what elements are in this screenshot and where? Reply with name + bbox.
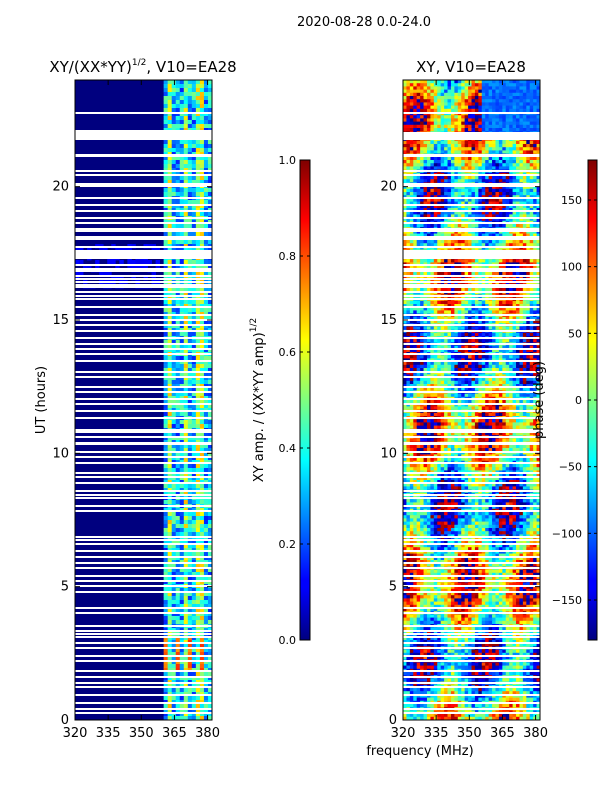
phase-x-tick-label: 320 bbox=[391, 726, 416, 741]
amplitude-x-tick-label: 350 bbox=[129, 726, 154, 741]
phase-colorbar-tick-label: 100 bbox=[561, 261, 582, 274]
amplitude-y-tick-label: 15 bbox=[52, 313, 69, 328]
phase-y-tick-label: 5 bbox=[389, 580, 397, 595]
amplitude-y-tick-label: 0 bbox=[61, 713, 69, 728]
amplitude-colorbar-tick-label: 0.0 bbox=[279, 634, 297, 647]
figure-suptitle: 2020-08-28 0.0-24.0 bbox=[297, 15, 431, 30]
amplitude-colorbar-ticks: 0.0 0.2 0.4 0.6 0.8 1.0 bbox=[279, 154, 310, 647]
phase-x-tick-label: 380 bbox=[523, 726, 548, 741]
phase-plot-frame bbox=[402, 79, 541, 721]
amplitude-y-tick-label: 5 bbox=[61, 580, 69, 595]
phase-colorbar-tick-label: 150 bbox=[561, 194, 582, 207]
amplitude-x-tick-label: 365 bbox=[162, 726, 187, 741]
amplitude-x-tick-label: 380 bbox=[195, 726, 220, 741]
phase-y-tick-label: 0 bbox=[389, 713, 397, 728]
phase-panel: XY, V10=EA28 320 335 350 365 380 0 5 10 15 20 fr… bbox=[366, 58, 548, 759]
amplitude-colorbar-tick-label: 0.6 bbox=[279, 346, 297, 359]
amplitude-plot-frame bbox=[74, 79, 213, 721]
phase-colorbar: −150 −100 −50 0 50 100 150 phase (deg) bbox=[532, 159, 598, 641]
amplitude-panel: XY/(XX*YY)1/2, V10=EA28 320 335 350 365 380 … bbox=[34, 58, 237, 741]
phase-x-axis-label: frequency (MHz) bbox=[366, 744, 473, 759]
phase-colorbar-tick-label: −100 bbox=[552, 527, 582, 540]
phase-colorbar-tick-label: −50 bbox=[559, 461, 582, 474]
phase-x-tick-label: 335 bbox=[424, 726, 449, 741]
phase-colorbar-label: phase (deg) bbox=[532, 361, 547, 439]
amplitude-panel-title: XY/(XX*YY)1/2, V10=EA28 bbox=[49, 58, 236, 76]
phase-y-axis: 0 5 10 15 20 bbox=[380, 180, 540, 728]
amplitude-x-tick-label: 320 bbox=[63, 726, 88, 741]
amplitude-colorbar-tick-label: 0.4 bbox=[279, 442, 297, 455]
phase-x-tick-label: 350 bbox=[457, 726, 482, 741]
amplitude-y-tick-label: 10 bbox=[52, 446, 69, 461]
phase-x-tick-label: 365 bbox=[490, 726, 515, 741]
amplitude-y-axis: 0 5 10 15 20 bbox=[52, 180, 212, 728]
amplitude-colorbar-tick-label: 1.0 bbox=[279, 154, 297, 167]
phase-heatmap bbox=[403, 80, 540, 720]
phase-x-axis: 320 335 350 365 380 bbox=[391, 80, 548, 741]
phase-colorbar-tick-label: 0 bbox=[575, 394, 582, 407]
phase-colorbar-tick-label: −150 bbox=[552, 594, 582, 607]
amplitude-colorbar: 0.0 0.2 0.4 0.6 0.8 1.0 XY amp. / (XX*YY amp)… bbox=[249, 154, 311, 647]
amplitude-colorbar-tick-label: 0.2 bbox=[279, 538, 297, 551]
amplitude-y-tick-label: 20 bbox=[52, 180, 69, 195]
phase-y-tick-label: 10 bbox=[380, 446, 397, 461]
phase-y-tick-label: 15 bbox=[380, 313, 397, 328]
phase-panel-title: XY, V10=EA28 bbox=[416, 58, 526, 76]
amplitude-x-tick-label: 335 bbox=[96, 726, 121, 741]
phase-colorbar-ticks: −150 −100 −50 0 50 100 150 bbox=[552, 194, 597, 607]
amplitude-heatmap bbox=[75, 80, 212, 720]
amplitude-y-axis-label: UT (hours) bbox=[34, 366, 49, 434]
phase-colorbar-tick-label: 50 bbox=[568, 327, 582, 340]
amplitude-colorbar-gradient bbox=[299, 159, 311, 641]
amplitude-colorbar-tick-label: 0.8 bbox=[279, 250, 297, 263]
amplitude-colorbar-label: XY amp. / (XX*YY amp)1/2 bbox=[249, 318, 267, 482]
amplitude-x-axis: 320 335 350 365 380 bbox=[63, 80, 220, 741]
phase-y-tick-label: 20 bbox=[380, 180, 397, 195]
